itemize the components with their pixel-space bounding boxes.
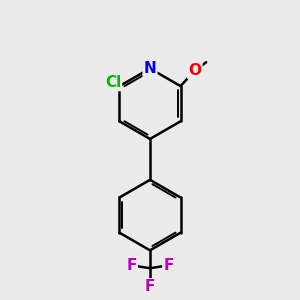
Text: F: F — [126, 258, 137, 273]
Text: Cl: Cl — [105, 75, 121, 90]
Text: F: F — [145, 279, 155, 294]
Text: O: O — [188, 63, 201, 78]
Text: F: F — [163, 258, 174, 273]
Text: N: N — [144, 61, 156, 76]
